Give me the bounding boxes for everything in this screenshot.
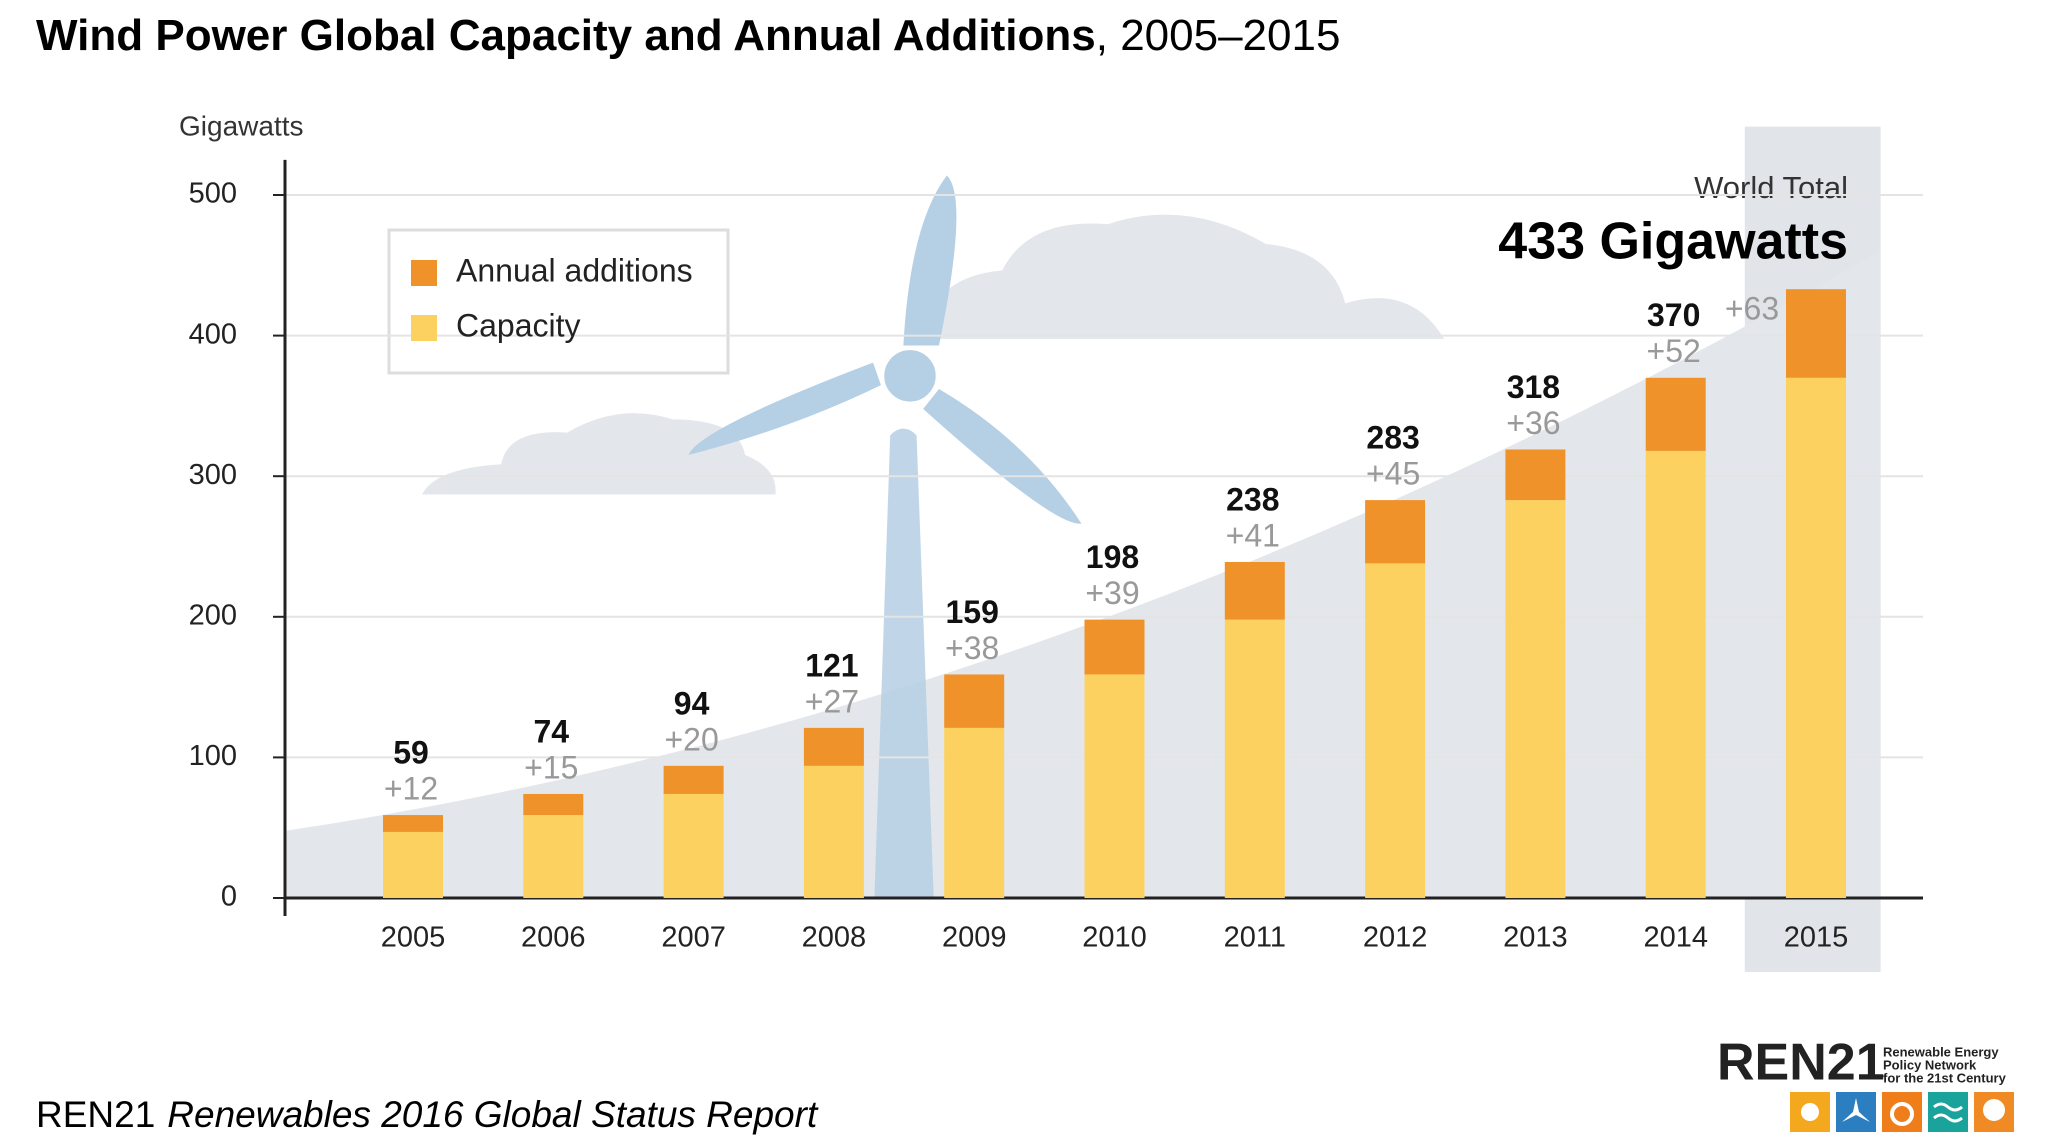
legend-label: Annual additions [456, 252, 693, 288]
bar-segment [1645, 450, 1706, 898]
bar-segment [1505, 500, 1566, 898]
bar-segment [383, 831, 443, 898]
addition-label: +36 [1506, 405, 1560, 441]
logo-icon-wind [1842, 1098, 1870, 1122]
addition-label: +63 [1725, 291, 1779, 327]
x-tick-label: 2013 [1503, 922, 1568, 954]
y-tick-label: 500 [189, 178, 237, 210]
turbine-blade [688, 362, 881, 455]
total-label: 283 [1366, 420, 1419, 456]
x-tick-label: 2009 [942, 922, 1007, 954]
addition-label: +39 [1085, 575, 1139, 611]
addition-label: +41 [1226, 517, 1280, 553]
decoration [284, 126, 1881, 972]
legend-swatch [411, 260, 437, 286]
addition-label: +15 [524, 749, 578, 785]
x-tick-label: 2010 [1082, 922, 1147, 954]
y-tick-label: 100 [189, 740, 237, 772]
bar-segment [1365, 563, 1426, 898]
addition-label: +45 [1366, 456, 1420, 492]
bar-segment [1084, 674, 1145, 898]
source: REN21 Renewables 2016 Global Status Repor… [36, 1094, 819, 1135]
logo-icon-leaf [1983, 1099, 2005, 1121]
addition-label: +52 [1647, 333, 1701, 369]
total-label: 318 [1507, 369, 1560, 405]
source-report: Renewables 2016 Global Status Report [167, 1094, 819, 1135]
x-tick-label: 2015 [1784, 922, 1849, 954]
logo-line: Renewable Energy [1883, 1044, 1999, 1059]
total-label: 59 [393, 734, 429, 770]
legend-swatch [411, 315, 437, 341]
addition-label: +12 [384, 770, 438, 806]
x-tick-label: 2012 [1363, 922, 1428, 954]
y-tick-label: 0 [221, 881, 237, 913]
logo-name: REN21 [1717, 1034, 1885, 1092]
total-label: 370 [1647, 297, 1700, 333]
legend [387, 228, 730, 375]
source-org: REN21 [36, 1094, 155, 1135]
title-main: Wind Power Global Capacity and Annual Ad… [36, 11, 1096, 60]
title-years: , 2005–2015 [1096, 11, 1341, 60]
cloud [422, 413, 776, 495]
bar-segment [383, 815, 443, 832]
total-label: 94 [674, 685, 710, 721]
bar-segment [944, 727, 1005, 898]
addition-label: +20 [664, 721, 718, 757]
addition-label: +27 [805, 683, 859, 719]
bar-segment [1645, 377, 1706, 451]
bar-segment [523, 793, 584, 816]
total-label: 159 [946, 594, 999, 630]
logo-icon [1928, 1092, 1968, 1132]
x-tick-label: 2011 [1224, 922, 1286, 954]
y-tick-label: 200 [189, 599, 237, 631]
bar-segment [523, 815, 584, 898]
total-label: 121 [805, 647, 858, 683]
annotation-heading: World Total [1694, 170, 1848, 205]
bar-segment [803, 727, 864, 766]
x-tick-label: 2007 [661, 922, 726, 954]
bar-segment [663, 765, 724, 794]
logo-icon-water [1933, 1102, 1963, 1123]
logo-icons [1790, 1092, 2014, 1132]
x-tick-label: 2008 [802, 922, 867, 954]
annotation-value: 433 Gigawatts [1498, 213, 1848, 271]
turbine-blade [923, 389, 1082, 524]
logo-line: Policy Network [1883, 1057, 1977, 1072]
logo-line: for the 21st Century [1883, 1070, 2007, 1085]
bar-segment [944, 674, 1005, 728]
total-label: 198 [1086, 539, 1139, 575]
turbine-hub [880, 346, 940, 406]
turbine-blade [903, 175, 957, 346]
chart-title: Wind Power Global Capacity and Annual Ad… [36, 11, 1340, 60]
logo-icon-sun [1801, 1103, 1819, 1121]
legend-label: Capacity [456, 307, 581, 343]
total-label: 74 [534, 713, 570, 749]
bar-segment [1084, 619, 1145, 675]
bar-segment [1786, 289, 1846, 378]
bar-segment [1224, 619, 1285, 898]
logo-icon-power [1890, 1102, 1914, 1126]
total-label: 238 [1226, 481, 1279, 517]
bar-segment [1224, 561, 1285, 620]
x-tick-label: 2014 [1643, 922, 1708, 954]
bar-segment [1505, 449, 1566, 501]
x-tick-label: 2006 [521, 922, 586, 954]
bar-segment [1786, 377, 1846, 898]
y-tick-label: 300 [189, 459, 237, 491]
cloud [923, 214, 1445, 339]
bar-segment [1365, 500, 1426, 564]
x-tick-label: 2005 [381, 922, 446, 954]
y-tick-label: 400 [189, 318, 237, 350]
y-axis-label: Gigawatts [179, 110, 304, 141]
growth-area [284, 250, 1881, 899]
bar-segment [803, 765, 864, 898]
bar-segment [663, 793, 724, 898]
turbine-tower [874, 428, 934, 899]
addition-label: +38 [945, 630, 999, 666]
